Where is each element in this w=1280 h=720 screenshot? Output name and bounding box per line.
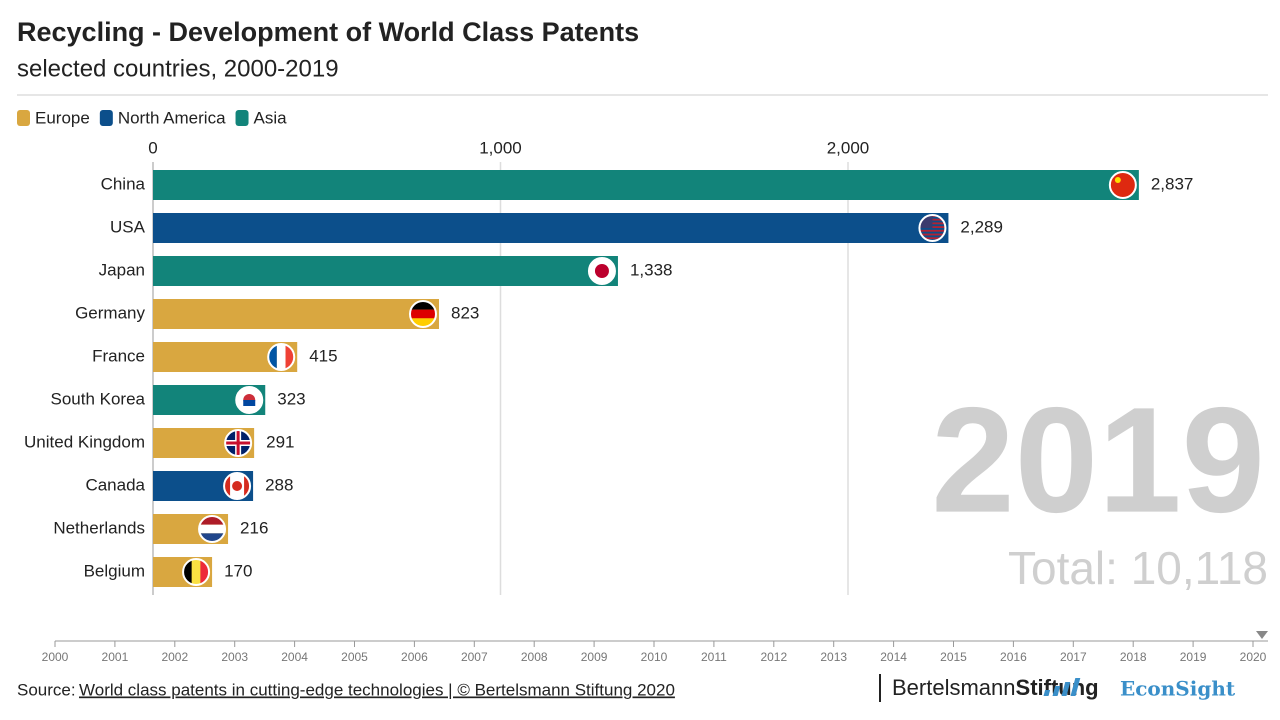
flag-part xyxy=(237,430,240,456)
legend: Europe North America Asia xyxy=(17,108,287,127)
timeline-label: 2011 xyxy=(701,650,727,664)
flag-part xyxy=(192,559,201,585)
timeline-label: 2018 xyxy=(1120,650,1147,664)
y-tick-label: Belgium xyxy=(84,561,145,580)
timeline-label: 2008 xyxy=(521,650,548,664)
timeline-label: 2012 xyxy=(760,650,787,664)
timeline-label: 2010 xyxy=(641,650,668,664)
value-label: 291 xyxy=(266,432,294,451)
value-label: 823 xyxy=(451,303,479,322)
y-tick-label: Netherlands xyxy=(53,518,145,537)
legend-swatch xyxy=(236,110,249,126)
flag-part xyxy=(232,481,242,491)
value-label: 2,289 xyxy=(960,217,1003,236)
chart-subtitle: selected countries, 2000-2019 xyxy=(17,55,339,82)
flag-part xyxy=(919,234,945,236)
bar xyxy=(153,256,618,286)
x-tick-label: 1,000 xyxy=(479,138,522,157)
timeline-label: 2007 xyxy=(461,650,488,664)
timeline-label: 2005 xyxy=(341,650,368,664)
value-label: 288 xyxy=(265,475,293,494)
legend-label: Europe xyxy=(35,108,90,127)
y-tick-label: China xyxy=(101,174,146,193)
x-tick-label: 0 xyxy=(148,138,157,157)
legend-swatch xyxy=(17,110,30,126)
y-tick-label: Germany xyxy=(75,303,145,322)
bar xyxy=(153,299,439,329)
y-tick-label: USA xyxy=(110,217,146,236)
legend-label: Asia xyxy=(254,108,288,127)
timeline-label: 2002 xyxy=(161,650,188,664)
timeline-label: 2015 xyxy=(940,650,967,664)
value-label: 1,338 xyxy=(630,260,673,279)
timeline-label: 2020 xyxy=(1240,650,1267,664)
timeline-label: 2014 xyxy=(880,650,907,664)
total-label: Total: 10,118 xyxy=(1008,542,1268,594)
flag-part xyxy=(277,344,286,370)
timeline: 2000 2001 2002 2003 2004 2005 2006 2007 2008 2009… xyxy=(42,631,1268,664)
chart-title: Recycling - Development of World Class P… xyxy=(17,17,639,47)
y-tick-label: Japan xyxy=(99,260,145,279)
timeline-label: 2001 xyxy=(102,650,129,664)
flag-part xyxy=(919,230,945,232)
flag-part xyxy=(243,400,255,406)
value-label: 323 xyxy=(277,389,305,408)
x-tick-label: 2,000 xyxy=(827,138,870,157)
bar xyxy=(153,170,1139,200)
logo-part: Bertelsmann xyxy=(892,675,1016,700)
source-link[interactable]: World class patents in cutting-edge tech… xyxy=(79,680,675,699)
value-label: 2,837 xyxy=(1151,174,1194,193)
source-prefix: Source: xyxy=(17,680,76,699)
timeline-label: 2006 xyxy=(401,650,428,664)
logo-econsight: EconSight xyxy=(1120,677,1236,701)
timeline-label: 2013 xyxy=(820,650,847,664)
value-label: 415 xyxy=(309,346,337,365)
timeline-label: 2017 xyxy=(1060,650,1087,664)
timeline-label: 2000 xyxy=(42,650,69,664)
value-label: 170 xyxy=(224,561,252,580)
timeline-marker xyxy=(1256,631,1268,639)
bar xyxy=(153,213,948,243)
flag-part xyxy=(199,525,225,534)
timeline-label: 2003 xyxy=(221,650,248,664)
y-tick-label: United Kingdom xyxy=(24,432,145,451)
timeline-label: 2019 xyxy=(1180,650,1207,664)
flag-part xyxy=(410,310,436,319)
value-label: 216 xyxy=(240,518,268,537)
legend-label: North America xyxy=(118,108,226,127)
timeline-label: 2009 xyxy=(581,650,608,664)
year-label: 2019 xyxy=(931,376,1265,544)
y-tick-label: South Korea xyxy=(50,389,145,408)
flag-part xyxy=(1115,177,1121,183)
y-tick-label: France xyxy=(92,346,145,365)
legend-swatch xyxy=(100,110,113,126)
timeline-label: 2004 xyxy=(281,650,308,664)
flag-part xyxy=(595,264,609,278)
timeline-label: 2016 xyxy=(1000,650,1027,664)
y-tick-label: Canada xyxy=(85,475,145,494)
